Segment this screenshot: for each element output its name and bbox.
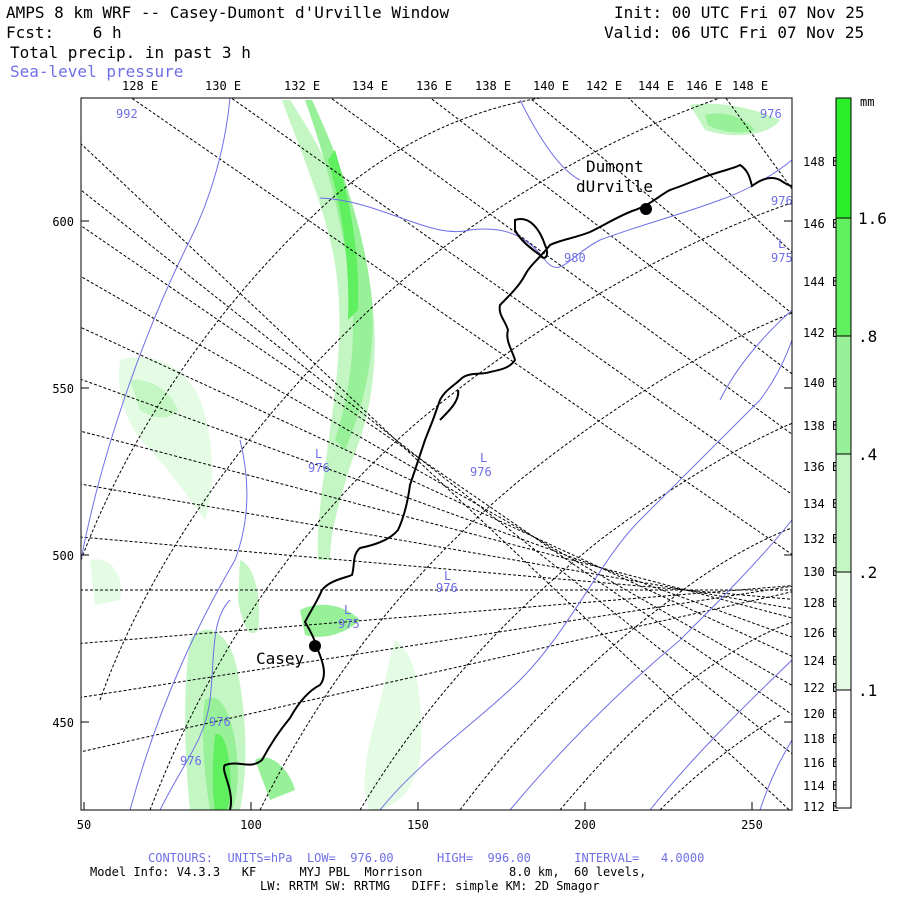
pressure-label: 975 — [771, 251, 793, 265]
colorbar-segment — [836, 336, 851, 454]
longitude-label: 126 E — [803, 626, 839, 640]
x-axis-ticks — [83, 802, 753, 810]
pressure-label: 976 — [180, 754, 202, 768]
longitude-label: 142 E — [586, 79, 622, 93]
y-tick-label: 450 — [52, 716, 74, 730]
pressure-label: 976 — [760, 107, 782, 121]
longitude-label: 130 E — [803, 565, 839, 579]
low-marker: L — [444, 569, 451, 583]
longitude-label: 138 E — [803, 419, 839, 433]
longitude-label: 128 E — [122, 79, 158, 93]
contours-info: CONTOURS: UNITS=hPa LOW= 976.00 HIGH= 99… — [148, 851, 705, 865]
field-main-label: Total precip. in past 3 h — [10, 43, 251, 62]
longitude-label: 134 E — [803, 497, 839, 511]
x-tick-label: 150 — [407, 818, 429, 832]
longitude-label: 124 E — [803, 654, 839, 668]
y-axis-labels: 600 550 500 450 — [52, 215, 74, 730]
longitude-label: 132 E — [803, 532, 839, 546]
station-label: Casey — [256, 649, 305, 668]
right-longitude-labels: 148 E 146 E 144 E 142 E 140 E 138 E 136 … — [803, 155, 839, 814]
pressure-contours — [81, 98, 792, 810]
pressure-label: 976 — [771, 194, 793, 208]
y-axis-ticks — [81, 220, 792, 723]
longitude-label: 134 E — [352, 79, 388, 93]
x-tick-label: 50 — [77, 818, 91, 832]
colorbar-label: .2 — [858, 563, 877, 582]
longitude-label: 138 E — [475, 79, 511, 93]
longitude-label: 120 E — [803, 707, 839, 721]
longitude-label: 118 E — [803, 732, 839, 746]
longitude-label: 122 E — [803, 681, 839, 695]
longitude-label: 130 E — [205, 79, 241, 93]
pressure-label: 976 — [436, 581, 458, 595]
graticule — [81, 98, 792, 810]
station-dot — [309, 640, 321, 652]
y-tick-label: 600 — [52, 215, 74, 229]
x-tick-label: 200 — [574, 818, 596, 832]
map-frame — [80, 97, 793, 811]
longitude-label: 144 E — [803, 275, 839, 289]
colorbar-segment — [836, 690, 851, 808]
longitude-label: 142 E — [803, 326, 839, 340]
model-title: AMPS 8 km WRF -- Casey-Dumont d'Urville … — [6, 3, 450, 22]
low-marker: L — [778, 237, 785, 251]
forecast-hour: Fcst: 6 h — [6, 23, 122, 42]
colorbar-segment — [836, 454, 851, 572]
colorbar-segment — [836, 98, 851, 218]
longitude-label: 146 E — [803, 217, 839, 231]
field-secondary-label: Sea-level pressure — [10, 62, 184, 81]
longitude-label: 148 E — [732, 79, 768, 93]
longitude-label: 140 E — [533, 79, 569, 93]
station-dot — [640, 203, 652, 215]
pressure-labels: 992 976 976 976 976 975 976 976 980 976 … — [116, 107, 793, 768]
pressure-label: 992 — [116, 107, 138, 121]
init-time: Init: 00 UTC Fri 07 Nov 25 — [614, 3, 865, 22]
pressure-label: 980 — [564, 251, 586, 265]
longitude-label: 148 E — [803, 155, 839, 169]
colorbar-label: .8 — [858, 327, 877, 346]
longitude-label: 116 E — [803, 756, 839, 770]
top-longitude-labels: 128 E 130 E 132 E 134 E 136 E 138 E 140 … — [122, 79, 768, 93]
longitude-label: 140 E — [803, 376, 839, 390]
longitude-label: 136 E — [803, 460, 839, 474]
x-axis-labels: 50 100 150 200 250 — [77, 818, 763, 832]
colorbar-segment — [836, 218, 851, 336]
colorbar-segment — [836, 572, 851, 690]
longitude-label: 114 E — [803, 779, 839, 793]
colorbar-unit: mm — [860, 95, 874, 109]
precip-shading — [90, 100, 780, 810]
pressure-label: 976 — [470, 465, 492, 479]
y-tick-label: 500 — [52, 549, 74, 563]
x-tick-label: 100 — [240, 818, 262, 832]
low-marker: L — [315, 447, 322, 461]
longitude-label: 128 E — [803, 596, 839, 610]
colorbar-label: 1.6 — [858, 209, 887, 228]
longitude-label: 144 E — [638, 79, 674, 93]
longitude-label: 132 E — [284, 79, 320, 93]
station-casey: Casey — [256, 640, 321, 668]
station-label: Dumont — [586, 157, 644, 176]
pressure-label: 975 — [338, 617, 360, 631]
station-dumont: Dumont dUrville — [576, 157, 653, 215]
low-marker: L — [344, 603, 351, 617]
model-info: Model Info: V4.3.3 KF MYJ PBL Morrison 8… — [90, 865, 647, 879]
low-marker: L — [480, 451, 487, 465]
coastline — [222, 163, 792, 810]
x-tick-label: 250 — [741, 818, 763, 832]
physics-info: LW: RRTM SW: RRTMG DIFF: simple KM: 2D S… — [260, 879, 600, 893]
pressure-label: 976 — [209, 715, 231, 729]
longitude-label: 136 E — [416, 79, 452, 93]
station-label: dUrville — [576, 177, 653, 196]
colorbar-label: .1 — [858, 681, 877, 700]
pressure-label: 976 — [308, 461, 330, 475]
colorbar: mm 1.6 .8 .4 .2 .1 — [835, 95, 887, 809]
longitude-label: 112 E — [803, 800, 839, 814]
colorbar-label: .4 — [858, 445, 877, 464]
y-tick-label: 550 — [52, 382, 74, 396]
longitude-label: 146 E — [686, 79, 722, 93]
valid-time: Valid: 06 UTC Fri 07 Nov 25 — [604, 23, 865, 42]
